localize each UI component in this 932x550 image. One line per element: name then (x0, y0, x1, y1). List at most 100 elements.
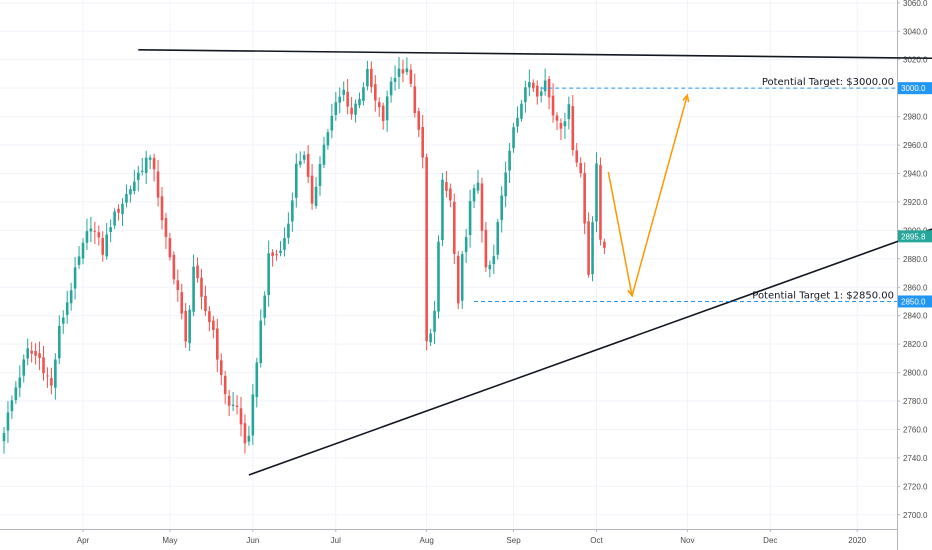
candle-body (125, 194, 128, 203)
candle (338, 87, 342, 114)
candle-body (453, 201, 456, 254)
candle (441, 173, 444, 247)
last-price-label: 2895.8 (901, 232, 926, 241)
candle (73, 256, 77, 300)
candle (322, 136, 326, 169)
candle (125, 184, 128, 208)
candle-body (46, 375, 49, 377)
candle (421, 114, 424, 169)
candle (18, 365, 22, 398)
candle-body (441, 179, 444, 241)
candle-body (251, 394, 255, 436)
candle-body (393, 78, 397, 82)
candle (275, 249, 278, 261)
x-tick-label: Nov (680, 536, 694, 545)
candle (223, 370, 227, 405)
candle (231, 392, 235, 412)
candle-body (472, 188, 476, 202)
candle-body (267, 253, 270, 296)
projection-segment (631, 95, 689, 296)
candle-body (212, 320, 215, 331)
candle (366, 60, 369, 91)
candle (208, 306, 211, 332)
target-2850-label: Potential Target 1: $2850.00 (752, 290, 894, 301)
candle (449, 183, 452, 208)
candle (591, 216, 594, 282)
candle-body (425, 157, 428, 342)
candle (69, 282, 73, 311)
candle-body (575, 150, 579, 163)
candle-body (10, 400, 14, 412)
candle-body (58, 325, 61, 359)
candle (117, 204, 120, 221)
candle-body (133, 181, 136, 192)
candle-body (354, 103, 357, 115)
candle (10, 395, 14, 419)
candle (283, 227, 286, 257)
candle-body (449, 188, 452, 201)
candle (81, 238, 85, 265)
candle (140, 157, 144, 176)
candle-body (445, 181, 448, 191)
candle-body (456, 255, 460, 304)
candle-body (591, 222, 594, 275)
candle (543, 68, 547, 96)
candle (180, 283, 184, 320)
candle (528, 69, 531, 97)
candle (255, 357, 259, 408)
candle (160, 187, 164, 230)
candle (405, 57, 409, 76)
candle-body (583, 173, 586, 224)
target-2850-tag (898, 295, 932, 308)
candle (6, 401, 10, 444)
candle-body (291, 200, 294, 222)
candle (156, 159, 160, 207)
candle-body (18, 377, 22, 388)
candle (306, 145, 310, 184)
candle (212, 315, 215, 339)
candle (334, 92, 338, 121)
candle (188, 305, 191, 352)
candle-body (496, 222, 500, 255)
candle (42, 345, 45, 381)
candle-body (334, 102, 338, 116)
candle-body (397, 68, 401, 77)
candle (279, 241, 282, 257)
candle-body (413, 86, 417, 113)
y-tick-label: 2860.0 (903, 283, 928, 292)
candle-body (366, 69, 369, 87)
candle-body (247, 435, 251, 442)
candle-body (374, 84, 377, 101)
candle (113, 208, 116, 230)
candle (204, 285, 207, 316)
candle-body (346, 91, 349, 107)
y-tick-label: 2880.0 (903, 255, 928, 264)
candle-body (405, 68, 409, 73)
candle-body (34, 350, 37, 356)
x-tick-label: Apr (77, 536, 90, 545)
candle-body (433, 310, 436, 332)
candle-body (227, 395, 231, 406)
candle-body (101, 237, 105, 255)
candle-body (488, 264, 492, 270)
candle (22, 354, 26, 383)
candle-body (176, 280, 180, 291)
candle (34, 343, 37, 365)
candle (389, 76, 393, 103)
candle (583, 162, 586, 235)
candle (310, 163, 314, 210)
candle (168, 232, 172, 261)
candle (101, 231, 105, 262)
candle-body (42, 357, 45, 374)
candle (425, 153, 428, 351)
candle (472, 184, 476, 209)
candle (216, 318, 219, 372)
candle (524, 80, 527, 113)
candle (148, 154, 152, 170)
y-tick-label: 2740.0 (903, 454, 928, 463)
candle-body (144, 157, 148, 174)
candle-body (219, 360, 223, 376)
candle (504, 161, 507, 208)
candle-body (168, 238, 172, 258)
candle (200, 268, 203, 310)
